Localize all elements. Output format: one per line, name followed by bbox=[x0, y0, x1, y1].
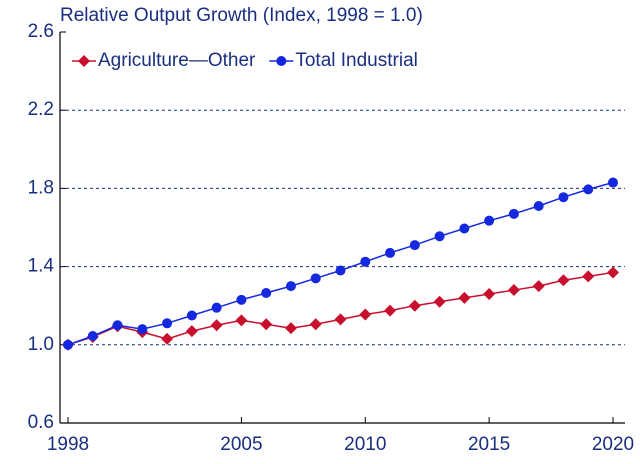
data-point bbox=[285, 281, 296, 292]
data-point bbox=[433, 295, 446, 308]
data-point bbox=[608, 177, 618, 188]
x-tick-label: 2005 bbox=[220, 434, 262, 455]
chart-title: Relative Output Growth (Index, 1998 = 1.… bbox=[60, 5, 423, 26]
data-point bbox=[434, 231, 445, 242]
data-point bbox=[360, 256, 371, 267]
data-point bbox=[63, 339, 73, 350]
x-tick-label: 2010 bbox=[344, 434, 386, 455]
data-point bbox=[87, 331, 98, 342]
data-point bbox=[137, 324, 148, 335]
data-point bbox=[185, 325, 198, 338]
data-point bbox=[235, 314, 248, 327]
legend-label: Agriculture—Other bbox=[98, 50, 256, 71]
series-line bbox=[67, 271, 614, 346]
y-tick-label: 0.6 bbox=[28, 412, 54, 433]
x-tick-label: 2015 bbox=[468, 434, 510, 455]
data-point bbox=[261, 287, 272, 298]
data-point bbox=[359, 308, 372, 321]
data-point bbox=[112, 320, 123, 331]
data-point bbox=[161, 332, 174, 345]
legend-marker bbox=[276, 56, 287, 66]
x-tick-label: 1998 bbox=[47, 434, 89, 455]
data-point bbox=[583, 184, 594, 195]
y-tick-label: 2.2 bbox=[28, 99, 54, 120]
legend-label: Total Industrial bbox=[295, 50, 418, 71]
data-point bbox=[508, 208, 519, 219]
data-point bbox=[260, 318, 273, 331]
legend-marker bbox=[78, 55, 90, 67]
data-point bbox=[186, 310, 197, 321]
data-point bbox=[582, 270, 595, 283]
data-point bbox=[483, 287, 496, 300]
data-point bbox=[210, 319, 223, 332]
data-point bbox=[557, 274, 570, 287]
y-tick-label: 1.4 bbox=[28, 256, 55, 277]
data-point bbox=[310, 273, 321, 284]
x-tick-label: 2020 bbox=[592, 434, 634, 455]
data-point bbox=[409, 240, 420, 251]
data-point bbox=[334, 313, 347, 326]
data-point bbox=[459, 223, 470, 234]
data-point bbox=[532, 280, 545, 293]
data-point bbox=[284, 322, 297, 335]
data-point bbox=[335, 265, 346, 276]
data-point bbox=[384, 304, 397, 317]
data-point bbox=[385, 247, 396, 258]
data-point bbox=[211, 302, 222, 313]
y-tick-label: 2.6 bbox=[28, 21, 54, 42]
data-point bbox=[558, 192, 569, 203]
data-point bbox=[607, 266, 619, 279]
y-tick-label: 1.8 bbox=[28, 177, 54, 198]
data-point bbox=[458, 291, 471, 304]
data-point bbox=[309, 318, 322, 331]
y-tick-label: 1.0 bbox=[28, 334, 54, 355]
data-point bbox=[533, 200, 544, 211]
data-point bbox=[162, 318, 173, 329]
data-point bbox=[484, 215, 495, 226]
data-point bbox=[236, 294, 247, 305]
data-point bbox=[507, 284, 520, 297]
data-point bbox=[408, 299, 421, 312]
